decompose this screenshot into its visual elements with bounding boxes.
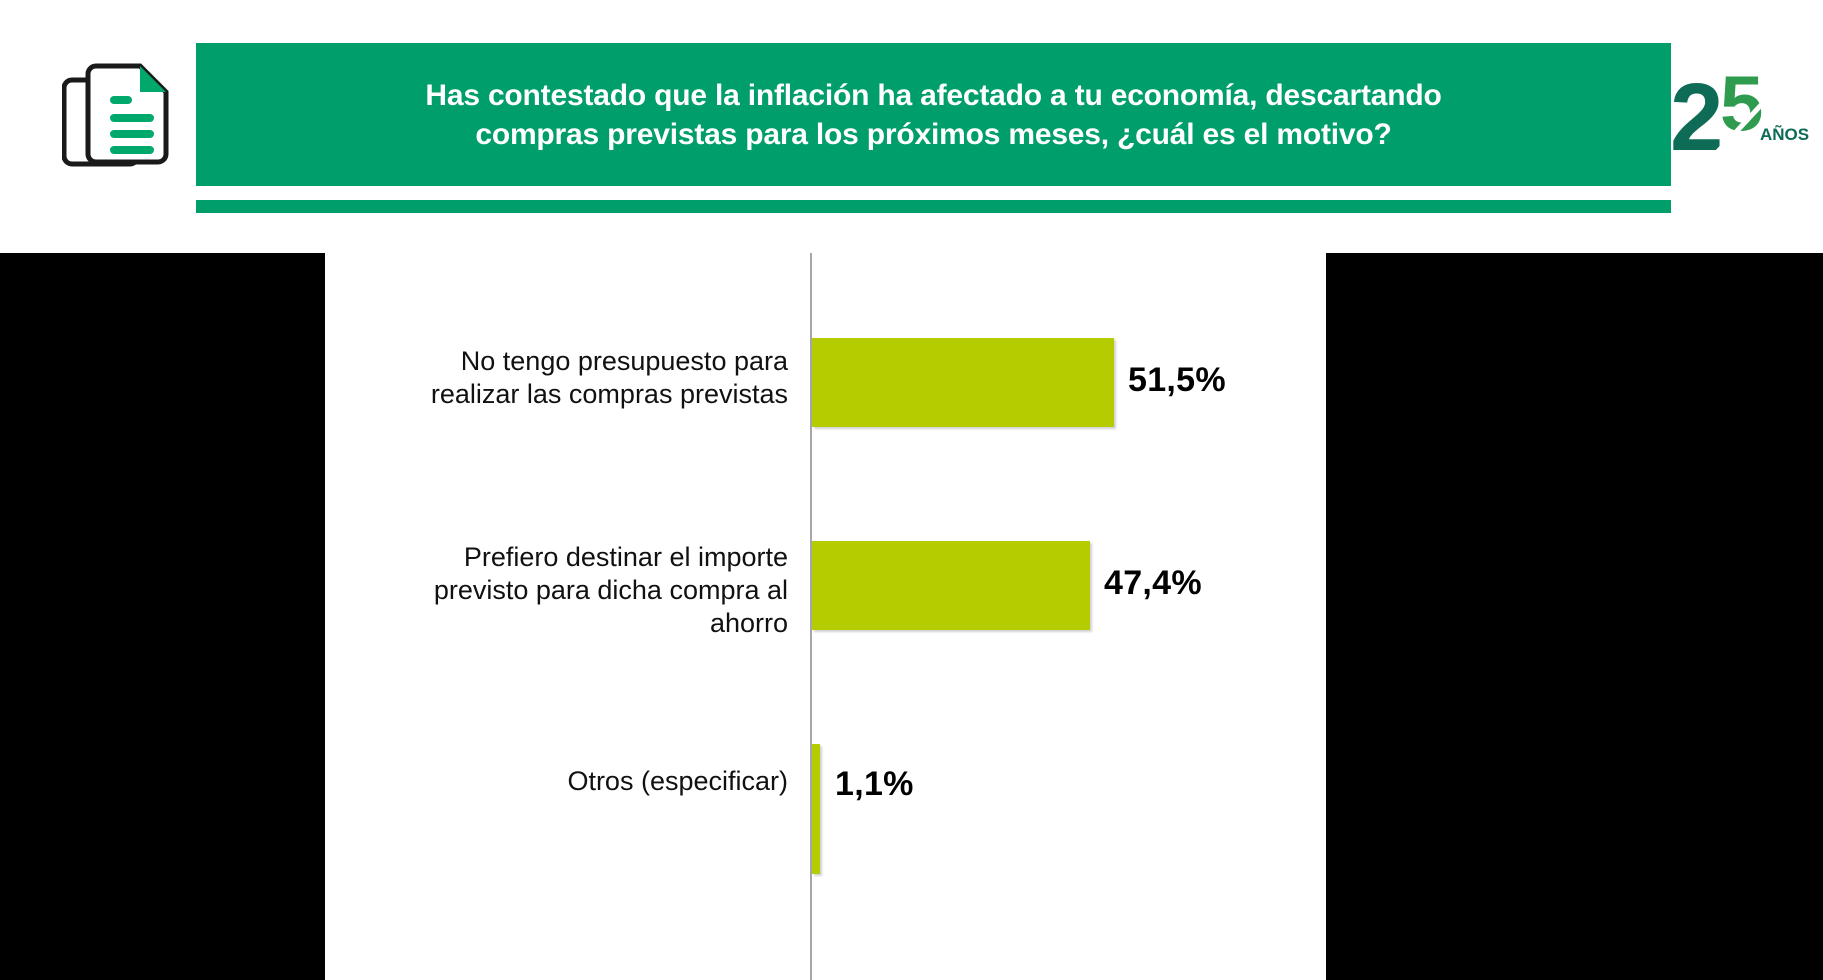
- bar-2: [812, 744, 820, 874]
- header: Has contestado que la inflación ha afect…: [0, 0, 1823, 200]
- page-title: Has contestado que la inflación ha afect…: [425, 78, 1442, 151]
- category-label-2: Otros (especificar): [325, 765, 810, 798]
- bar-0: [812, 338, 1114, 427]
- anniversary-logo: 2 5 AÑOS: [1670, 58, 1812, 171]
- category-label-0-line-0: No tengo presupuesto para: [460, 346, 788, 376]
- category-label-1-line-1: previsto para dicha compra al: [433, 574, 788, 605]
- bar-value-label-1: 47,4%: [1104, 564, 1202, 602]
- chart-area: No tengo presupuesto para realizar las c…: [0, 200, 1823, 980]
- bar-chart-plot: No tengo presupuesto para realizar las c…: [325, 253, 1326, 980]
- category-label-1: Prefiero destinar el importe previsto pa…: [325, 541, 810, 640]
- category-label-1-line-0: Prefiero destinar el importe: [463, 542, 788, 572]
- category-label-2-line-0: Otros (especificar): [567, 766, 788, 796]
- svg-text:AÑOS: AÑOS: [1760, 124, 1809, 144]
- left-black-panel: [0, 253, 325, 980]
- svg-text:5: 5: [1720, 59, 1763, 147]
- category-label-1-line-2: ahorro: [709, 607, 788, 638]
- bar-value-label-0: 51,5%: [1128, 361, 1226, 399]
- value-axis-line: [810, 253, 812, 980]
- category-label-0-line-1: realizar las compras previstas: [430, 378, 788, 409]
- green-accent-strip: [196, 200, 1671, 213]
- bar-value-label-2: 1,1%: [835, 765, 914, 803]
- document-stack-icon: [61, 58, 172, 178]
- question-title-banner: Has contestado que la inflación ha afect…: [196, 43, 1671, 186]
- category-label-0: No tengo presupuesto para realizar las c…: [325, 345, 810, 411]
- right-black-panel: [1326, 253, 1823, 980]
- bar-1: [812, 541, 1090, 630]
